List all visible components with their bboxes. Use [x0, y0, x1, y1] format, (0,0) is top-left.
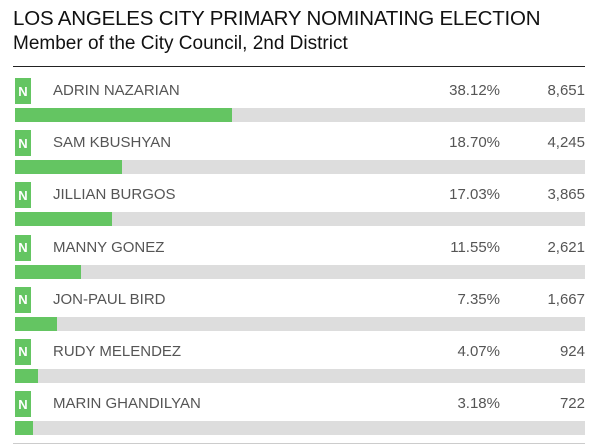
candidate-name: ADRIN NAZARIAN: [53, 82, 180, 99]
status-badge: N: [15, 391, 31, 418]
candidate-name: RUDY MELENDEZ: [53, 342, 182, 360]
bar-fill: [15, 108, 233, 122]
candidate-row: N RUDY MELENDEZ 4.07% 924: [15, 338, 585, 391]
bar-track: [15, 316, 585, 331]
bar-track: [15, 160, 585, 175]
candidate-row: N MANNY GONEZ 11.55% 2,621: [15, 234, 585, 287]
vote-percent: 3.18%: [457, 395, 500, 413]
vote-percent: 18.70%: [449, 134, 500, 152]
bar-track: [15, 368, 585, 383]
vote-count: 924: [559, 342, 585, 360]
vote-count: 1,667: [547, 290, 585, 308]
bar-track: [15, 421, 585, 436]
bar-track: [15, 108, 585, 122]
candidate-row: N ADRIN NAZARIAN 38.12% 8,651: [15, 78, 585, 130]
bar-track: [15, 212, 585, 227]
candidate-row: N JILLIAN BURGOS 17.03% 3,865: [15, 182, 585, 234]
page-title: LOS ANGELES CITY PRIMARY NOMINATING ELEC…: [13, 7, 541, 30]
vote-count: 2,621: [547, 238, 585, 256]
bar-fill: [15, 368, 39, 383]
bar-fill: [15, 212, 113, 227]
status-badge: N: [15, 234, 31, 261]
vote-count: 3,865: [547, 186, 585, 204]
page-subtitle: Member of the City Council, 2nd District: [13, 33, 348, 54]
vote-percent: 11.55%: [450, 238, 500, 256]
vote-percent: 4.07%: [457, 342, 500, 360]
bar-fill: [15, 264, 81, 279]
vote-percent: 38.12%: [449, 82, 500, 99]
candidate-name: JILLIAN BURGOS: [53, 186, 176, 204]
footer-divider: [13, 443, 585, 444]
candidate-name: MANNY GONEZ: [53, 238, 165, 256]
vote-percent: 7.35%: [457, 290, 500, 308]
bar-fill: [15, 160, 122, 175]
candidate-name: SAM KBUSHYAN: [53, 134, 172, 152]
status-badge: N: [15, 338, 31, 365]
status-badge: N: [15, 286, 31, 313]
bar-fill: [15, 421, 34, 436]
vote-count: 8,651: [547, 82, 585, 99]
bar-fill: [15, 316, 57, 331]
vote-count: 4,245: [547, 134, 585, 152]
vote-count: 722: [559, 395, 585, 413]
candidate-row: N SAM KBUSHYAN 18.70% 4,245: [15, 130, 585, 182]
vote-percent: 17.03%: [449, 186, 500, 204]
candidate-name: JON-PAUL BIRD: [53, 290, 166, 308]
candidate-row: N JON-PAUL BIRD 7.35% 1,667: [15, 286, 585, 339]
status-badge: N: [15, 182, 31, 209]
candidate-row: N MARIN GHANDILYAN 3.18% 722: [15, 391, 585, 443]
bar-track: [15, 264, 585, 279]
header-divider: [13, 66, 585, 67]
candidate-name: MARIN GHANDILYAN: [53, 395, 201, 413]
results-list: N ADRIN NAZARIAN 38.12% 8,651 N SAM KBUS…: [15, 78, 585, 443]
status-badge: N: [15, 78, 31, 104]
status-badge: N: [15, 130, 31, 157]
